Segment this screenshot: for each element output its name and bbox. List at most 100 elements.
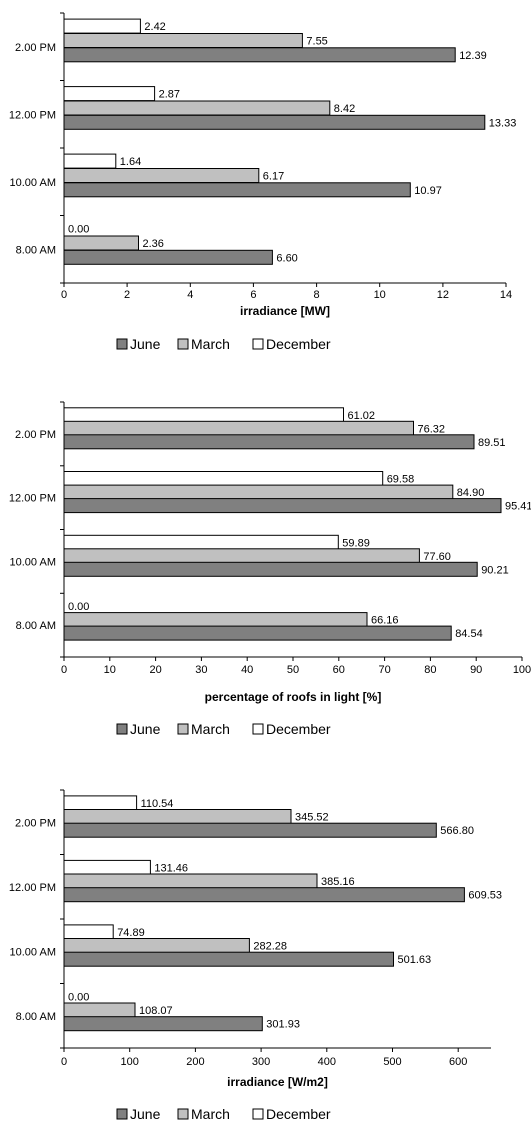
x-tick-label: 8 [314, 289, 320, 301]
x-tick-label: 10 [104, 664, 116, 676]
x-tick-label: 4 [187, 289, 193, 301]
category-label: 12.00 PM [9, 109, 56, 121]
data-label: 345.52 [295, 812, 329, 824]
bar-june [63, 1016, 263, 1032]
bar-march [63, 100, 331, 116]
bar-june [63, 951, 394, 967]
data-label: 0.00 [68, 224, 89, 236]
bar-december [63, 407, 344, 423]
bar-june [63, 822, 437, 838]
bar-june [63, 561, 478, 577]
bar-june [63, 887, 465, 903]
bar-december [63, 471, 384, 486]
data-label: 131.46 [154, 862, 188, 874]
category-label: 12.00 PM [9, 493, 56, 505]
data-label: 501.63 [398, 954, 432, 966]
category-label: 8.00 AM [16, 1011, 56, 1023]
data-label: 282.28 [253, 941, 287, 953]
data-label: 10.97 [414, 185, 442, 197]
x-tick-label: 300 [252, 1056, 270, 1068]
x-tick-label: 60 [333, 664, 345, 676]
x-tick-label: 0 [61, 289, 67, 301]
legend-swatch-march [177, 1108, 189, 1120]
bar-march [63, 33, 303, 48]
data-label: 59.89 [342, 537, 370, 549]
bar-march [63, 420, 414, 436]
data-label: 12.39 [459, 50, 487, 62]
legend-swatch-june [116, 338, 128, 350]
bar-march [63, 612, 368, 628]
legend-label-june: June [130, 1106, 161, 1122]
legend-label-december: December [266, 721, 331, 737]
bar-march [63, 548, 420, 564]
bar-december [63, 859, 151, 875]
data-label: 2.36 [143, 238, 164, 250]
legend-swatch-december [252, 723, 264, 735]
bar-march [63, 809, 292, 824]
bar-june [63, 625, 452, 641]
data-label: 89.51 [478, 437, 506, 449]
data-label: 0.00 [68, 601, 89, 613]
bar-march [63, 168, 260, 183]
bar-june [63, 434, 475, 450]
legend-swatch-december [252, 1108, 264, 1120]
data-label: 1.64 [120, 156, 141, 168]
data-label: 385.16 [321, 876, 355, 888]
x-axis-title: irradiance [W/m2] [227, 1075, 328, 1089]
data-label: 6.60 [276, 252, 297, 264]
x-tick-label: 0 [61, 1056, 67, 1068]
bar-december [63, 18, 141, 34]
legend-swatch-march [177, 723, 189, 735]
x-tick-label: 6 [250, 289, 256, 301]
legend-label-december: December [266, 336, 331, 352]
data-label: 609.53 [468, 890, 502, 902]
data-label: 84.90 [457, 487, 485, 499]
x-tick-label: 90 [470, 664, 482, 676]
data-label: 566.80 [440, 825, 474, 837]
data-label: 2.87 [159, 89, 180, 101]
data-label: 74.89 [117, 927, 145, 939]
x-tick-label: 30 [195, 664, 207, 676]
data-label: 108.07 [139, 1005, 173, 1017]
legend-label-december: December [266, 1106, 331, 1122]
x-tick-label: 200 [186, 1056, 204, 1068]
bar-march [63, 235, 139, 251]
bar-march [63, 1002, 136, 1018]
data-label: 301.93 [266, 1019, 300, 1031]
data-label: 90.21 [481, 564, 509, 576]
bar-june [63, 249, 273, 265]
x-tick-label: 2 [124, 289, 130, 301]
x-tick-label: 40 [241, 664, 253, 676]
x-tick-label: 80 [424, 664, 436, 676]
bar-june [63, 498, 502, 514]
legend-swatch-december [252, 338, 264, 350]
x-axis-title: irradiance [MW] [240, 304, 330, 318]
data-label: 2.42 [144, 21, 165, 33]
bar-december [63, 924, 114, 940]
category-label: 8.00 AM [16, 244, 56, 256]
legend-label-june: June [130, 721, 161, 737]
legend-label-june: June [130, 336, 161, 352]
x-axis-title: percentage of roofs in light [%] [205, 690, 382, 704]
x-tick-label: 600 [449, 1056, 467, 1068]
x-tick-label: 100 [513, 664, 531, 676]
data-label: 84.54 [455, 628, 483, 640]
data-label: 6.17 [263, 171, 284, 183]
x-tick-label: 100 [121, 1056, 139, 1068]
x-tick-label: 14 [500, 289, 512, 301]
data-label: 95.41 [505, 501, 531, 513]
legend-label-march: March [191, 1106, 230, 1122]
legend-swatch-june [116, 723, 128, 735]
category-label: 2.00 PM [15, 817, 56, 829]
bar-march [63, 873, 318, 889]
category-label: 10.00 AM [10, 177, 56, 189]
data-label: 61.02 [348, 410, 376, 422]
category-label: 8.00 AM [16, 620, 56, 632]
data-label: 76.32 [418, 423, 446, 435]
bar-june [63, 47, 456, 63]
x-tick-label: 10 [374, 289, 386, 301]
x-tick-label: 50 [287, 664, 299, 676]
data-label: 7.55 [306, 36, 327, 48]
legend-swatch-june [116, 1108, 128, 1120]
